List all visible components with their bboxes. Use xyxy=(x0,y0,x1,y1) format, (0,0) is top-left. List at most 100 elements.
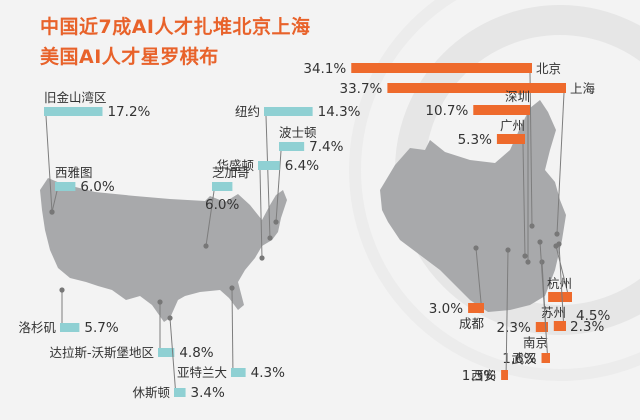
cn-value-label: 34.1% xyxy=(303,61,346,77)
cn-city-dot xyxy=(539,259,545,265)
us-city-dot xyxy=(49,209,55,215)
cn-value-label: 33.7% xyxy=(339,81,382,97)
us-bar-5 xyxy=(212,182,233,191)
us-leader-line xyxy=(265,115,271,239)
title-line-2: 美国AI人才星罗棋布 xyxy=(40,46,219,68)
cn-leader-line xyxy=(529,72,533,227)
cn-bar-1 xyxy=(387,83,566,93)
us-leader-line xyxy=(259,169,263,259)
cn-city-dot xyxy=(505,247,511,253)
cn-leader-line xyxy=(505,249,509,381)
cn-city-label: 武汉 xyxy=(512,351,538,366)
us-city-label: 纽约 xyxy=(235,104,260,119)
us-bar-6 xyxy=(60,323,80,332)
us-bar-2 xyxy=(279,142,305,151)
cn-bar-7 xyxy=(553,321,566,331)
us-bar-1 xyxy=(264,107,313,116)
us-city-dot xyxy=(157,299,163,305)
us-city-label: 华盛顿 xyxy=(216,158,254,173)
us-leader-line xyxy=(169,317,177,398)
cn-city-dot xyxy=(554,231,560,237)
title-line-1: 中国近7成AI人才扎堆北京上海 xyxy=(40,16,311,38)
cn-value-label: 2.3% xyxy=(496,320,530,336)
us-leader-line xyxy=(51,190,58,213)
us-city-dot xyxy=(203,243,209,249)
us-value-label: 3.4% xyxy=(191,385,225,401)
cn-bar-6 xyxy=(535,322,548,332)
cn-bar-0 xyxy=(351,63,532,73)
cn-value-label: 3.0% xyxy=(429,301,463,317)
cn-value-label: 2.3% xyxy=(570,319,604,335)
cn-bar-8 xyxy=(541,353,550,363)
us-value-label: 14.3% xyxy=(318,104,361,120)
cn-city-label: 杭州 xyxy=(547,276,572,291)
us-city-dot xyxy=(229,285,235,291)
cn-city-label: 北京 xyxy=(536,61,561,76)
cn-bar-2 xyxy=(473,105,530,115)
cn-bar-4 xyxy=(548,292,572,302)
cn-city-label: 上海 xyxy=(570,81,596,96)
cn-city-label: 广州 xyxy=(500,118,525,133)
us-leader-line xyxy=(45,115,53,213)
us-city-dot xyxy=(167,315,173,321)
us-city-label: 休斯顿 xyxy=(132,385,170,400)
cn-city-dot xyxy=(537,239,543,245)
us-leader-line xyxy=(275,150,282,223)
us-leader-line xyxy=(205,190,215,247)
cn-city-dot xyxy=(473,245,479,251)
cn-value-label: 10.7% xyxy=(425,103,468,119)
china-map xyxy=(380,100,566,312)
us-value-label: 4.8% xyxy=(179,345,213,361)
cn-city-label: 西安 xyxy=(471,368,496,383)
cn-leader-line xyxy=(558,243,565,332)
cn-city-label: 苏州 xyxy=(541,305,566,320)
us-value-label: 7.4% xyxy=(309,139,343,155)
us-value-label: 17.2% xyxy=(107,104,150,120)
us-city-label: 芝加哥 xyxy=(212,165,250,180)
cn-city-dot xyxy=(525,259,531,265)
cn-value-label: 1.3% xyxy=(462,368,496,384)
us-city-dot xyxy=(59,287,65,293)
us-leader-line xyxy=(231,287,234,378)
cn-city-label: 南京 xyxy=(523,335,548,350)
us-city-label: 洛杉矶 xyxy=(18,320,56,335)
us-city-dot xyxy=(273,219,279,225)
us-city-dot xyxy=(267,235,273,241)
us-bar-8 xyxy=(231,368,246,377)
us-city-label: 旧金山湾区 xyxy=(44,90,107,105)
cn-city-dot xyxy=(522,253,528,259)
us-bar-0 xyxy=(44,107,103,116)
us-city-dot xyxy=(259,255,265,261)
us-city-label: 亚特兰大 xyxy=(177,365,227,380)
us-bar-7 xyxy=(158,348,175,357)
us-value-label: 4.3% xyxy=(251,365,285,381)
us-bar-3 xyxy=(258,161,280,170)
us-value-label: 5.7% xyxy=(84,320,118,336)
cn-value-label: 5.3% xyxy=(458,132,492,148)
cn-city-label: 深圳 xyxy=(505,89,530,104)
usa-map xyxy=(40,178,287,322)
us-value-label: 6.4% xyxy=(285,158,319,174)
cn-city-dot xyxy=(529,223,535,229)
us-city-label: 西雅图 xyxy=(55,165,93,180)
cn-leader-line xyxy=(522,143,526,257)
cn-value-label: 1.6% xyxy=(502,351,536,367)
cn-value-label: 4.5% xyxy=(576,308,610,324)
us-city-label: 达拉斯-沃斯堡地区 xyxy=(49,345,154,360)
us-city-label: 波士顿 xyxy=(279,125,317,140)
cn-bar-9 xyxy=(501,370,508,380)
us-value-label: 6.0% xyxy=(80,179,114,195)
cn-city-label: 成都 xyxy=(459,316,485,331)
cn-leader-line xyxy=(475,247,483,314)
us-value-label: 6.0% xyxy=(205,197,239,213)
cn-city-dot xyxy=(556,241,562,247)
us-bar-9 xyxy=(174,388,186,397)
cn-bar-5 xyxy=(468,303,484,313)
us-bar-4 xyxy=(55,182,76,191)
cn-bar-3 xyxy=(496,134,525,144)
cn-leader-line xyxy=(556,92,565,235)
cn-leader-line xyxy=(539,241,549,364)
